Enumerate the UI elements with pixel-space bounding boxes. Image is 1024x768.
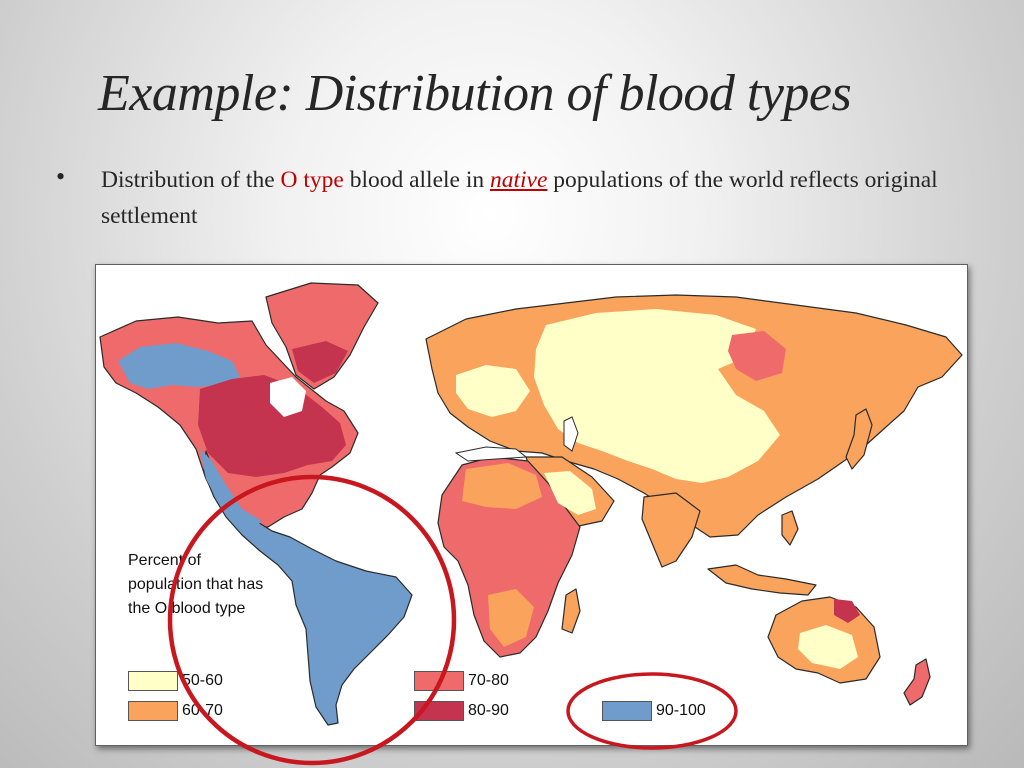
greenland-dark-zone xyxy=(292,341,348,383)
siberia-patch xyxy=(728,331,786,381)
legend-label-70-80: 70-80 xyxy=(468,672,509,689)
australia-low-zone xyxy=(798,625,858,669)
canada-dark-zone xyxy=(198,375,346,477)
new-zealand-region xyxy=(903,658,931,706)
world-map-graphic xyxy=(99,282,963,726)
legend-swatch-50-60 xyxy=(128,671,178,691)
japan-region xyxy=(845,408,873,470)
bullet-text-after: populations of the world reflects origin… xyxy=(101,167,938,229)
india-region xyxy=(641,492,701,568)
native-emphasis: native xyxy=(490,167,548,193)
legend-swatch-70-80 xyxy=(414,671,464,691)
world-map: Percent of population that has the O blo… xyxy=(95,264,968,746)
australia-dark-zone xyxy=(834,599,860,623)
hudson-bay xyxy=(270,377,306,417)
legend-label-80-90: 80-90 xyxy=(468,702,509,719)
arabia-low-zone xyxy=(544,471,596,515)
europe-low-zone xyxy=(456,365,530,417)
legend-label-90-100: 90-100 xyxy=(656,702,706,719)
slide-title: Example: Distribution of blood types xyxy=(98,65,852,122)
bullet-text-middle: blood allele in xyxy=(343,167,490,193)
legend-label-60-70: 60-70 xyxy=(182,702,223,719)
alaska-blue-zone xyxy=(118,343,240,389)
legend-swatch-90-100 xyxy=(602,701,652,721)
legend-title: Percent of population that has the O blo… xyxy=(128,552,264,617)
caspian-sea xyxy=(563,416,579,452)
eurasia-low-zone xyxy=(534,309,780,483)
sahara-orange-zone xyxy=(462,463,542,509)
bullet-marker: • xyxy=(56,162,66,191)
western-us-blue-zone xyxy=(200,449,262,527)
legend-swatch-60-70 xyxy=(128,701,178,721)
greenland-region xyxy=(265,282,379,390)
legend-label-50-60: 50-60 xyxy=(182,672,223,689)
o-type-highlight: O type xyxy=(280,167,344,193)
mediterranean-sea xyxy=(454,446,528,462)
south-africa-orange-zone xyxy=(488,589,534,647)
legend-swatch-80-90 xyxy=(414,701,464,721)
indonesia-region xyxy=(707,564,817,596)
madagascar-region xyxy=(561,588,581,634)
bullet-point: • Distribution of the O type blood allel… xyxy=(56,162,1006,234)
philippines-region xyxy=(781,510,799,546)
bullet-text: Distribution of the O type blood allele … xyxy=(101,162,1006,234)
bullet-text-before: Distribution of the xyxy=(101,167,281,193)
